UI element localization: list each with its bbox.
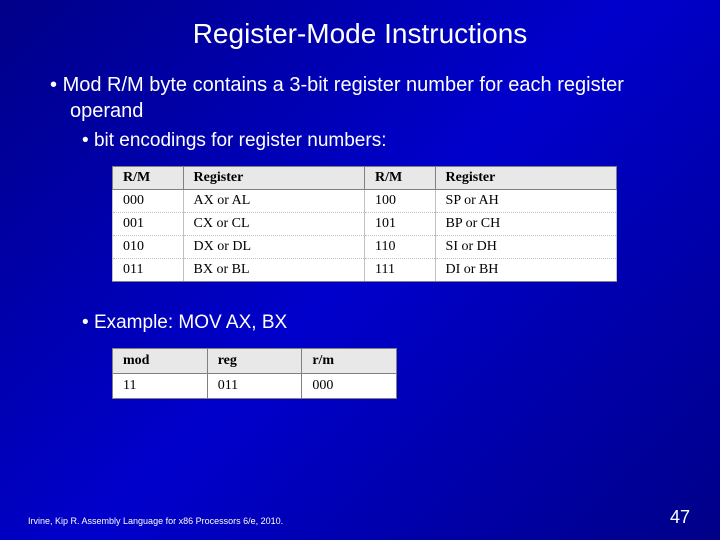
page-number: 47 xyxy=(670,507,690,528)
table-header-row: mod reg r/m xyxy=(113,349,397,374)
cell-reg: BP or CH xyxy=(435,213,616,236)
cell-rm: 101 xyxy=(364,213,435,236)
cell-rm: 000 xyxy=(113,190,184,213)
cell-rm: 000 xyxy=(302,374,397,399)
cell-rm: 011 xyxy=(113,259,184,282)
cell-rm: 110 xyxy=(364,236,435,259)
cell-reg: SP or AH xyxy=(435,190,616,213)
header-register-1: Register xyxy=(183,167,364,190)
table-row: 001 CX or CL 101 BP or CH xyxy=(113,213,617,236)
cell-rm: 001 xyxy=(113,213,184,236)
example-table-wrap: mod reg r/m 11 011 000 xyxy=(112,348,680,399)
table-header-row: R/M Register R/M Register xyxy=(113,167,617,190)
header-reg: reg xyxy=(207,349,302,374)
cell-mod: 11 xyxy=(113,374,208,399)
cell-reg: DX or DL xyxy=(183,236,364,259)
example-encoding-table: mod reg r/m 11 011 000 xyxy=(112,348,397,399)
register-encoding-table: R/M Register R/M Register 000 AX or AL 1… xyxy=(112,166,617,282)
footer-citation: Irvine, Kip R. Assembly Language for x86… xyxy=(28,516,283,526)
cell-rm: 010 xyxy=(113,236,184,259)
cell-reg: AX or AL xyxy=(183,190,364,213)
slide-content: Mod R/M byte contains a 3-bit register n… xyxy=(0,72,720,399)
table-row: 010 DX or DL 110 SI or DH xyxy=(113,236,617,259)
cell-reg: CX or CL xyxy=(183,213,364,236)
cell-reg: BX or BL xyxy=(183,259,364,282)
cell-rm: 111 xyxy=(364,259,435,282)
header-rm: r/m xyxy=(302,349,397,374)
cell-reg: 011 xyxy=(207,374,302,399)
table-row: 000 AX or AL 100 SP or AH xyxy=(113,190,617,213)
table-row: 011 BX or BL 111 DI or BH xyxy=(113,259,617,282)
bullet-sub-encodings: bit encodings for register numbers: xyxy=(82,130,680,152)
header-rm-2: R/M xyxy=(364,167,435,190)
header-register-2: Register xyxy=(435,167,616,190)
cell-reg: DI or BH xyxy=(435,259,616,282)
cell-rm: 100 xyxy=(364,190,435,213)
table-row: 11 011 000 xyxy=(113,374,397,399)
header-rm-1: R/M xyxy=(113,167,184,190)
header-mod: mod xyxy=(113,349,208,374)
register-encoding-table-wrap: R/M Register R/M Register 000 AX or AL 1… xyxy=(112,166,680,282)
bullet-sub-example: Example: MOV AX, BX xyxy=(82,312,680,334)
cell-reg: SI or DH xyxy=(435,236,616,259)
bullet-main: Mod R/M byte contains a 3-bit register n… xyxy=(50,72,680,124)
slide-title: Register-Mode Instructions xyxy=(0,0,720,72)
